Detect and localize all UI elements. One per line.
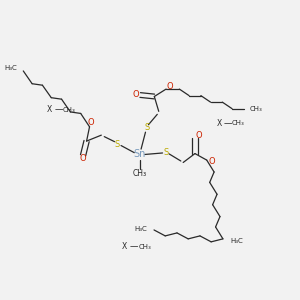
Text: H₃C: H₃C	[4, 65, 17, 71]
Text: O: O	[132, 90, 139, 99]
Text: CH₃: CH₃	[250, 106, 262, 112]
Text: X: X	[122, 242, 128, 251]
Text: O: O	[88, 118, 94, 127]
Text: CH₃: CH₃	[62, 107, 75, 113]
Text: —: —	[54, 105, 63, 114]
Text: S: S	[115, 140, 120, 148]
Text: CH₃: CH₃	[133, 169, 147, 178]
Text: X: X	[217, 119, 222, 128]
Text: O: O	[196, 130, 202, 140]
Text: S: S	[164, 148, 169, 158]
Text: O: O	[80, 154, 86, 164]
Text: CH₃: CH₃	[232, 120, 244, 126]
Text: O: O	[208, 157, 215, 166]
Text: O: O	[166, 82, 173, 91]
Text: H₃C: H₃C	[135, 226, 148, 232]
Text: CH₃: CH₃	[139, 244, 151, 250]
Text: —: —	[224, 119, 232, 128]
Text: Sn: Sn	[134, 149, 146, 160]
Text: S: S	[144, 123, 150, 132]
Text: X: X	[47, 105, 52, 114]
Text: H₃C: H₃C	[230, 238, 243, 244]
Text: —: —	[130, 242, 138, 251]
